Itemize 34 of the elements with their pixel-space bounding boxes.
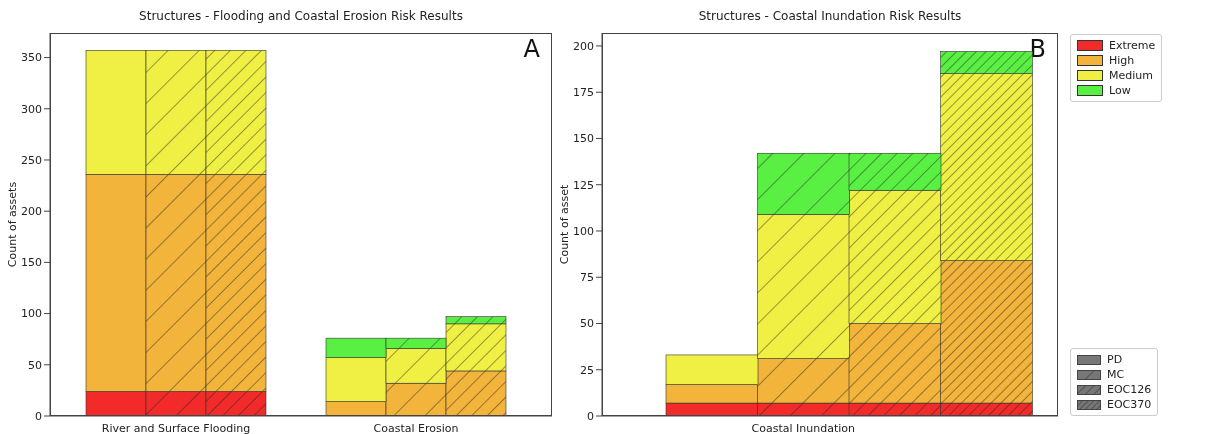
y-tick-label: 100 — [573, 224, 594, 238]
chart-title: Structures - Coastal Inundation Risk Results — [697, 9, 963, 23]
legend-label: Medium — [1109, 69, 1153, 82]
legend-label: Extreme — [1109, 39, 1156, 52]
y-tick-label: 200 — [21, 205, 42, 219]
y-tick-label: 200 — [573, 39, 594, 53]
legend-label: High — [1109, 54, 1135, 67]
chart-title: Structures - Flooding and Coastal Erosion Risk Results — [138, 9, 464, 23]
text: MC — [1107, 368, 1125, 381]
y-tick-label: 50 — [28, 358, 42, 372]
text: EOC126 — [1107, 383, 1152, 396]
annotation: A — [523, 35, 540, 63]
y-tick-label: 150 — [573, 132, 594, 146]
x-tick-label: Coastal Erosion — [373, 421, 459, 434]
y-tick-label: 25 — [580, 363, 594, 377]
y-tick-label: 100 — [21, 307, 42, 321]
y-axis-title: Count of asset — [557, 184, 571, 265]
y-tick-label: 0 — [587, 409, 594, 423]
text: PD — [1107, 353, 1123, 366]
x-tick-label: Coastal Inundation — [751, 421, 855, 434]
y-tick-label: 150 — [21, 256, 42, 270]
x-tick-label: River and Surface Flooding — [101, 421, 251, 434]
y-tick-label: 350 — [21, 51, 42, 65]
y-tick-label: 75 — [580, 271, 594, 285]
y-axis-title: Count of assets — [5, 181, 19, 268]
y-tick-label: 50 — [580, 317, 594, 331]
y-tick-label: 125 — [573, 178, 594, 192]
y-tick-label: 300 — [21, 102, 42, 116]
legend-label: Low — [1109, 84, 1131, 97]
annotation: B — [1029, 35, 1046, 63]
text: EOC370 — [1107, 398, 1152, 411]
y-tick-label: 0 — [35, 409, 42, 423]
y-tick-label: 250 — [21, 153, 42, 167]
y-tick-label: 175 — [573, 86, 594, 100]
